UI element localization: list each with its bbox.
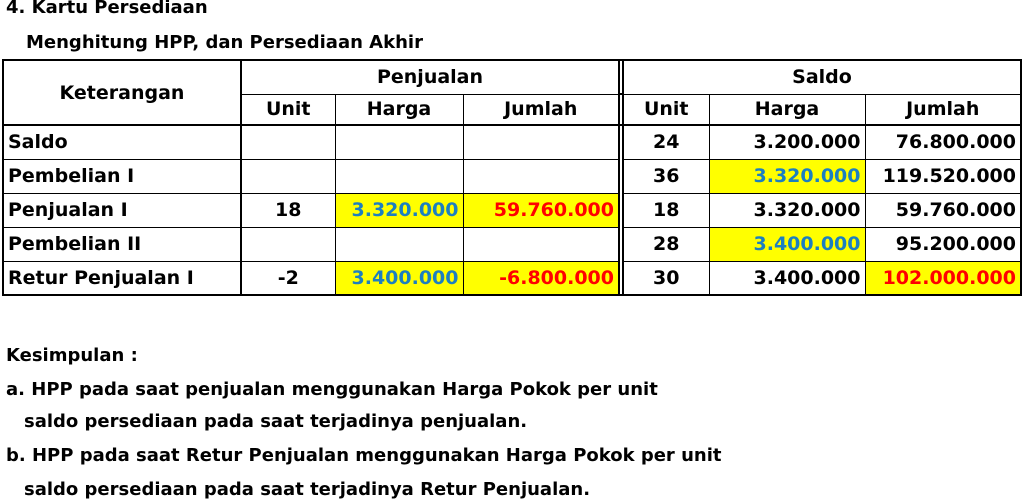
conclusion-b-line1: b. HPP pada saat Retur Penjualan menggun… bbox=[6, 445, 722, 466]
table-row-pembelian-1: Pembelian I 36 3.320.000 119.520.000 bbox=[2, 158, 1022, 194]
header-saldo-harga: Harga bbox=[708, 93, 866, 126]
penjualan-jumlah-highlighted: -6.800.000 bbox=[462, 260, 620, 296]
conclusion-heading: Kesimpulan : bbox=[6, 345, 138, 366]
table-row-pembelian-2: Pembelian II 28 3.400.000 95.200.000 bbox=[2, 226, 1022, 262]
row-label: Pembelian II bbox=[2, 226, 242, 262]
column-gap bbox=[618, 193, 624, 227]
conclusion-a-line2: saldo persediaan pada saat terjadinya pe… bbox=[24, 411, 528, 432]
penjualan-jumlah-highlighted: 59.760.000 bbox=[462, 192, 620, 228]
penjualan-harga bbox=[334, 158, 464, 194]
header-saldo-unit: Unit bbox=[622, 93, 710, 126]
saldo-jumlah: 119.520.000 bbox=[864, 158, 1022, 194]
saldo-unit: 18 bbox=[622, 192, 710, 228]
penjualan-harga bbox=[334, 124, 464, 160]
column-gap bbox=[618, 227, 624, 261]
column-gap bbox=[618, 59, 624, 95]
saldo-harga: 3.320.000 bbox=[708, 192, 866, 228]
penjualan-harga-highlighted: 3.400.000 bbox=[334, 260, 464, 296]
penjualan-harga bbox=[334, 226, 464, 262]
saldo-unit: 24 bbox=[622, 124, 710, 160]
saldo-unit: 28 bbox=[622, 226, 710, 262]
penjualan-jumlah bbox=[462, 158, 620, 194]
table-header-row: Keterangan Penjualan Saldo bbox=[2, 59, 1022, 126]
inventory-card-table: Keterangan Penjualan Saldo Unit Harga Ju… bbox=[2, 59, 1022, 296]
row-label: Pembelian I bbox=[2, 158, 242, 194]
penjualan-unit bbox=[240, 226, 336, 262]
column-gap bbox=[618, 159, 624, 193]
penjualan-harga-highlighted: 3.320.000 bbox=[334, 192, 464, 228]
header-saldo-jumlah: Jumlah bbox=[864, 93, 1022, 126]
row-label: Saldo bbox=[2, 124, 242, 160]
header-saldo-group: Saldo bbox=[622, 59, 1022, 95]
saldo-harga: 3.400.000 bbox=[708, 260, 866, 296]
penjualan-jumlah bbox=[462, 226, 620, 262]
row-label: Retur Penjualan I bbox=[2, 260, 242, 296]
header-penjualan-group: Penjualan bbox=[240, 59, 620, 95]
saldo-unit: 30 bbox=[622, 260, 710, 296]
saldo-jumlah: 95.200.000 bbox=[864, 226, 1022, 262]
penjualan-unit: -2 bbox=[240, 260, 336, 296]
document-title: 4. Kartu Persediaan bbox=[6, 0, 208, 18]
saldo-jumlah: 76.800.000 bbox=[864, 124, 1022, 160]
saldo-harga-highlighted: 3.320.000 bbox=[708, 158, 866, 194]
penjualan-unit bbox=[240, 124, 336, 160]
penjualan-unit: 18 bbox=[240, 192, 336, 228]
document-subtitle: Menghitung HPP, dan Persediaan Akhir bbox=[26, 32, 423, 53]
penjualan-unit bbox=[240, 158, 336, 194]
header-penjualan-jumlah: Jumlah bbox=[462, 93, 620, 126]
table-row-retur-penjualan-1: Retur Penjualan I -2 3.400.000 -6.800.00… bbox=[2, 260, 1022, 296]
saldo-harga: 3.200.000 bbox=[708, 124, 866, 160]
table-row-saldo: Saldo 24 3.200.000 76.800.000 bbox=[2, 124, 1022, 160]
column-gap bbox=[618, 125, 624, 159]
table-row-penjualan-1: Penjualan I 18 3.320.000 59.760.000 18 3… bbox=[2, 192, 1022, 228]
column-gap bbox=[618, 94, 624, 126]
saldo-jumlah: 59.760.000 bbox=[864, 192, 1022, 228]
header-keterangan: Keterangan bbox=[2, 59, 242, 126]
table-subheader-row: Unit Harga Jumlah Unit Harga Jumlah bbox=[3, 93, 1022, 126]
penjualan-jumlah bbox=[462, 124, 620, 160]
saldo-unit: 36 bbox=[622, 158, 710, 194]
column-gap bbox=[618, 261, 624, 296]
row-label: Penjualan I bbox=[2, 192, 242, 228]
saldo-harga-highlighted: 3.400.000 bbox=[708, 226, 866, 262]
header-penjualan-unit: Unit bbox=[240, 93, 336, 126]
saldo-jumlah-highlighted: 102.000.000 bbox=[864, 260, 1022, 296]
header-penjualan-harga: Harga bbox=[334, 93, 464, 126]
conclusion-b-line2: saldo persediaan pada saat terjadinya Re… bbox=[24, 479, 591, 500]
conclusion-a-line1: a. HPP pada saat penjualan menggunakan H… bbox=[6, 379, 658, 400]
